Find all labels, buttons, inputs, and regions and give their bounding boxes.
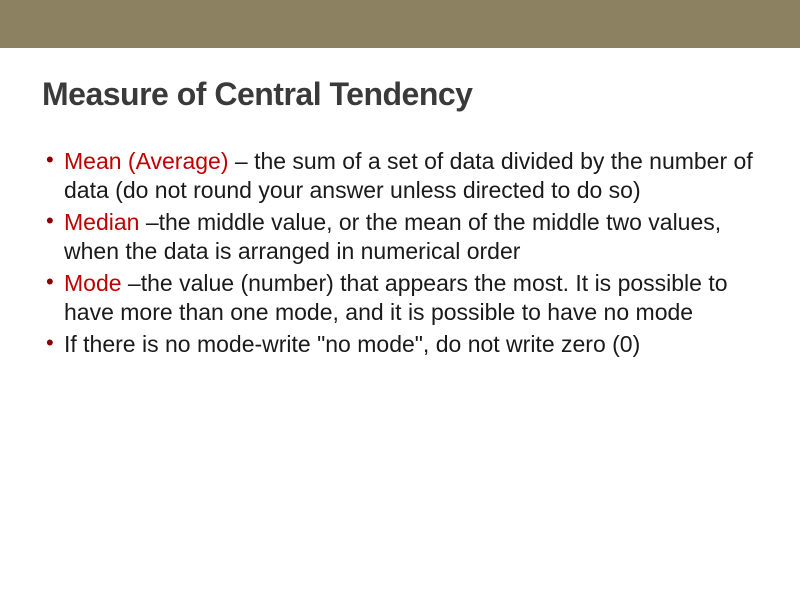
term-mean: Mean (Average) (64, 148, 229, 174)
definition-text: If there is no mode-write "no mode", do … (64, 331, 640, 357)
term-mode: Mode (64, 270, 122, 296)
definition-list: Mean (Average) – the sum of a set of dat… (42, 147, 758, 359)
header-band (0, 0, 800, 48)
slide-content: Measure of Central Tendency Mean (Averag… (0, 48, 800, 359)
definition-text: –the middle value, or the mean of the mi… (64, 209, 721, 264)
term-median: Median (64, 209, 139, 235)
list-item: If there is no mode-write "no mode", do … (42, 330, 758, 359)
page-title: Measure of Central Tendency (42, 76, 758, 113)
list-item: Mean (Average) – the sum of a set of dat… (42, 147, 758, 206)
list-item: Mode –the value (number) that appears th… (42, 269, 758, 328)
list-item: Median –the middle value, or the mean of… (42, 208, 758, 267)
definition-text: –the value (number) that appears the mos… (64, 270, 728, 325)
